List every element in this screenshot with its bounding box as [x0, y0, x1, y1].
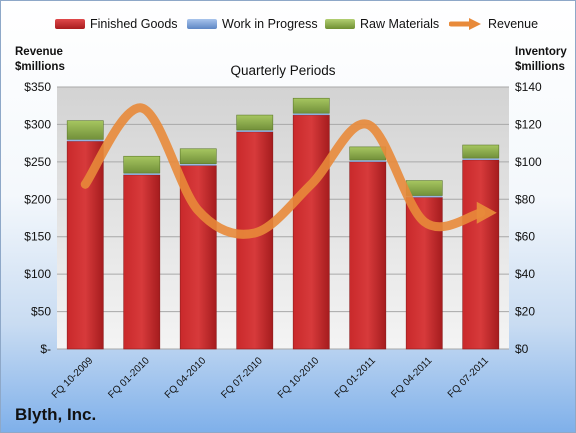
left-tick-label: $100: [24, 267, 51, 281]
left-axis-title: Revenue $millions: [15, 45, 65, 75]
bar-work-in-progress: [406, 195, 443, 198]
bar-raw-materials: [349, 146, 387, 161]
bar-finished-goods: [462, 159, 500, 350]
legend-revenue: Revenue: [449, 16, 538, 32]
legend-label-raw-materials: Raw Materials: [360, 17, 440, 31]
right-tick-label: $80: [515, 192, 535, 206]
bar-raw-materials: [236, 114, 274, 131]
legend-label-work-in-progress: Work in Progress: [222, 17, 318, 31]
left-tick-label: $50: [31, 305, 51, 319]
legend-work-in-progress: Work in Progress: [187, 16, 318, 32]
left-tick-label: $-: [40, 342, 51, 356]
bar-raw-materials: [292, 97, 330, 114]
bar-work-in-progress: [180, 163, 217, 166]
left-axis-title-line1: Revenue: [15, 46, 63, 58]
right-tick-label: $100: [515, 155, 542, 169]
category-label: FQ 04-2011: [389, 355, 434, 400]
right-tick-label: $60: [515, 230, 535, 244]
bar-finished-goods: [66, 140, 104, 350]
bar-finished-goods: [292, 114, 330, 350]
bar-finished-goods: [349, 161, 387, 350]
left-tick-label: $150: [24, 230, 51, 244]
category-label: FQ 01-2010: [106, 355, 152, 401]
bar-raw-materials: [179, 148, 217, 165]
legend-swatch-revenue: [449, 18, 481, 30]
revenue-arrowhead: [476, 201, 497, 224]
bar-raw-materials: [462, 144, 500, 159]
category-label: FQ 07-2010: [219, 355, 265, 401]
right-tick-label: $0: [515, 342, 529, 356]
legend-label-revenue: Revenue: [488, 17, 539, 31]
right-axis-title: Inventory $millions: [515, 45, 567, 75]
legend-label-finished-goods: Finished Goods: [90, 17, 178, 31]
right-tick-label: $40: [515, 267, 535, 281]
bar-raw-materials: [66, 120, 104, 140]
company-name: Blyth, Inc.: [15, 405, 97, 424]
category-label: FQ 10-2009: [50, 355, 96, 401]
right-tick-label: $120: [515, 117, 542, 131]
category-label: FQ 10-2010: [276, 355, 322, 401]
left-axis-title-line2: $millions: [15, 61, 65, 73]
left-tick-label: $200: [24, 192, 51, 206]
bar-work-in-progress: [123, 173, 160, 175]
left-tick-label: $350: [24, 80, 51, 94]
bar-work-in-progress: [349, 159, 386, 162]
legend-raw-materials: Raw Materials: [325, 16, 439, 32]
right-axis-title-line2: $millions: [515, 61, 565, 73]
right-axis-title-line1: Inventory: [515, 46, 567, 58]
bar-work-in-progress: [236, 130, 273, 132]
bar-work-in-progress: [67, 139, 104, 142]
revenue-line: [80, 103, 486, 239]
bar-raw-materials: [405, 180, 443, 196]
bar-work-in-progress: [293, 113, 330, 116]
bar-raw-materials: [123, 155, 161, 174]
left-tick-label: $300: [24, 117, 51, 131]
category-label: FQ 07-2011: [446, 355, 491, 400]
category-label: FQ 01-2011: [333, 355, 378, 400]
bar-work-in-progress: [462, 158, 499, 160]
legend-swatch-finished-goods: [55, 19, 85, 29]
chart-subtitle: Quarterly Periods: [230, 63, 336, 78]
legend-finished-goods: Finished Goods: [55, 16, 178, 32]
bar-finished-goods: [123, 174, 161, 350]
bar-finished-goods: [236, 131, 274, 350]
category-label: FQ 04-2010: [163, 355, 209, 401]
right-tick-label: $140: [515, 80, 542, 94]
left-tick-label: $250: [24, 155, 51, 169]
legend-swatch-work-in-progress: [187, 19, 217, 29]
right-tick-label: $20: [515, 305, 535, 319]
legend-swatch-raw-materials: [325, 19, 355, 29]
